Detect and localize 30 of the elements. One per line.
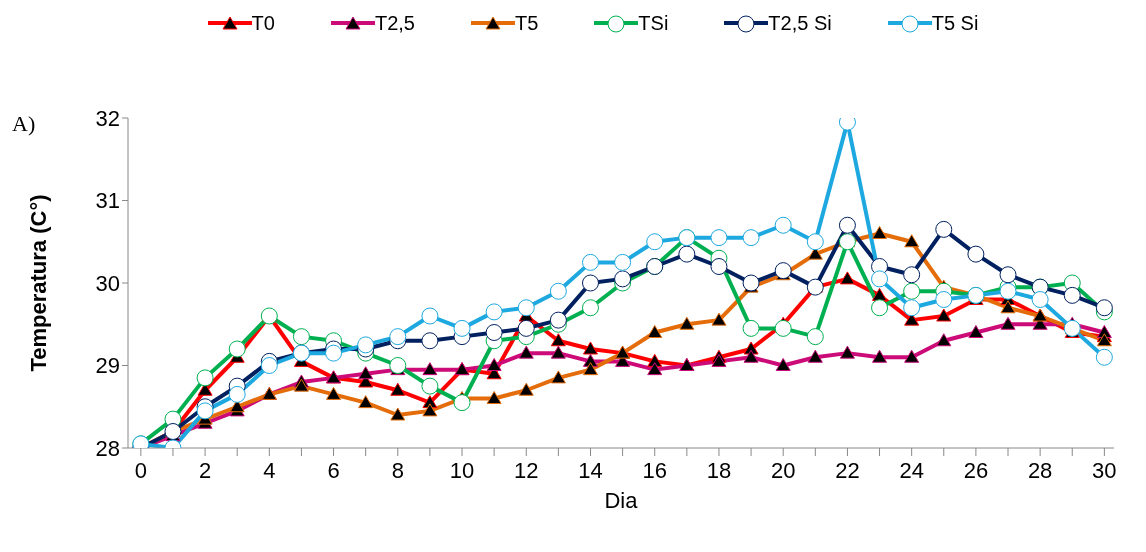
text: A) xyxy=(12,111,36,137)
x-tick-label: 28 xyxy=(1027,458,1053,483)
legend-label: T2,5 Si xyxy=(768,11,832,35)
y-tick-label: 32 xyxy=(95,105,120,131)
legend-label: T5 xyxy=(514,11,539,35)
x-tick-label: 24 xyxy=(899,458,924,483)
x-tick-label: 18 xyxy=(706,458,732,483)
legend-label: T0 xyxy=(251,11,275,35)
x-tick-label: 2 xyxy=(198,458,212,483)
x-axis-title: Dia xyxy=(604,488,639,513)
x-tick-label: 10 xyxy=(449,458,475,483)
x-tick-label: 4 xyxy=(263,458,276,483)
y-axis-title: Temperatura (C°) xyxy=(25,194,51,372)
x-tick-label: 26 xyxy=(963,458,989,483)
y-tick-label: 30 xyxy=(95,270,120,296)
x-tick-label: 30 xyxy=(1092,458,1117,483)
y-tick-label: 29 xyxy=(95,353,120,379)
y-tick-label: 28 xyxy=(95,435,120,461)
x-tick-label: 0 xyxy=(134,458,147,483)
x-tick-label: 16 xyxy=(642,458,667,483)
x-tick-label: 20 xyxy=(770,458,796,483)
y-tick-label: 31 xyxy=(95,188,120,214)
x-tick-label: 12 xyxy=(514,458,539,483)
x-tick-label: 6 xyxy=(327,458,340,483)
legend-label: T2,5 xyxy=(374,11,415,35)
x-tick-label: 8 xyxy=(391,458,404,483)
x-tick-label: 22 xyxy=(835,458,860,483)
x-tick-label: 14 xyxy=(578,458,603,483)
legend-label: T5 Si xyxy=(931,11,979,35)
legend-label: TSi xyxy=(638,11,669,35)
